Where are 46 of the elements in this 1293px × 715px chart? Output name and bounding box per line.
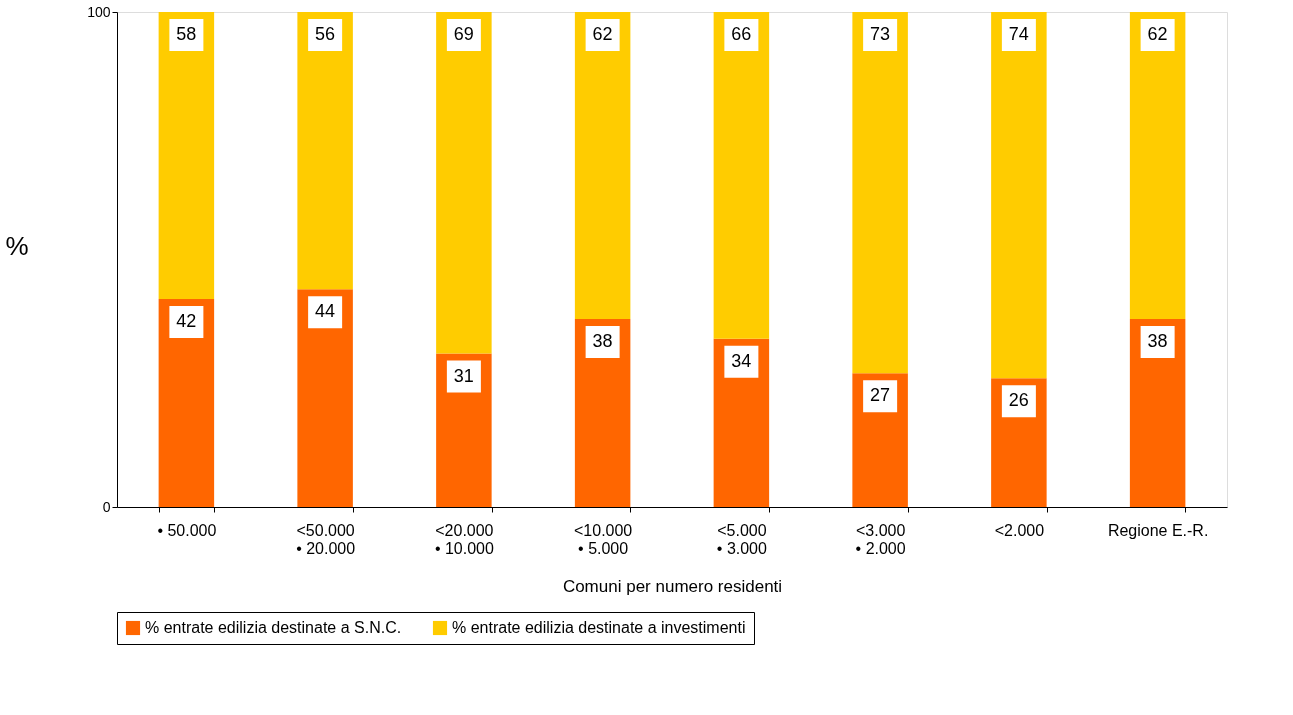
x-tick-label: <10.000 • 5.000 (573, 521, 633, 557)
bar (158, 299, 215, 507)
bar (436, 12, 492, 354)
x-tick-label: Regione E.-R. (1107, 521, 1209, 539)
data-label: 31 (453, 365, 474, 386)
x-axis-title: Comuni per numero residenti (562, 576, 783, 596)
bar (297, 12, 353, 290)
data-label: 66 (731, 24, 752, 44)
x-tick-label: <5.000 • 3.000 (716, 521, 768, 557)
data-label: 56 (315, 24, 336, 44)
bar (1129, 318, 1186, 507)
x-tick-label: <3.000 • 2.000 (855, 521, 906, 557)
data-label: 58 (176, 24, 197, 44)
data-label: 73 (870, 24, 891, 44)
x-tick-label: <20.000 • 10.000 (434, 521, 494, 557)
bar (1129, 12, 1186, 319)
data-label: 62 (1147, 24, 1168, 44)
data-label: 26 (1008, 390, 1029, 411)
y-tick-label: 100 (87, 3, 111, 20)
legend-label: % entrate edilizia destinate a investimenti (452, 619, 746, 636)
bar (991, 378, 1047, 507)
data-label: 44 (315, 301, 336, 322)
x-tick-label: • 50.000 (157, 521, 217, 539)
data-label: 34 (731, 350, 752, 371)
x-tick-label: <50.000 • 20.000 (296, 521, 356, 557)
bar (574, 12, 631, 319)
data-label: 38 (1147, 330, 1168, 351)
bar (158, 12, 215, 300)
data-label: 74 (1008, 24, 1029, 44)
bar (436, 353, 492, 507)
data-label: 62 (592, 24, 613, 44)
y-tick-label: 0 (102, 498, 111, 515)
bar (713, 12, 770, 339)
legend-label: % entrate edilizia destinate a S.N.C. (145, 619, 402, 636)
x-tick-label: <2.000 (994, 521, 1045, 539)
bar (852, 373, 908, 507)
bar (297, 289, 353, 507)
bar (574, 318, 631, 507)
bar (852, 12, 908, 374)
data-label: 27 (870, 385, 891, 406)
bar (991, 12, 1047, 379)
y-axis-title: % (5, 231, 29, 261)
data-label: 69 (453, 24, 474, 44)
bar (713, 338, 770, 507)
data-label: 42 (176, 311, 197, 332)
data-label: 38 (592, 330, 613, 351)
